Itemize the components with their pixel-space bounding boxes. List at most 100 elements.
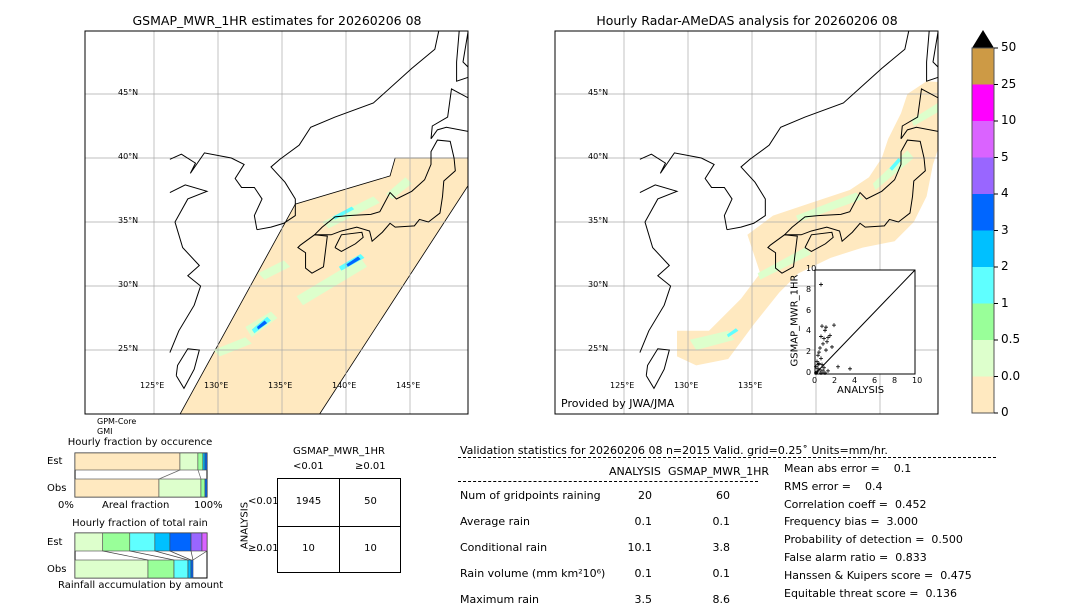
stat-label: Num of gridpoints raining [460,489,601,502]
score-line: Hanssen & Kuipers score = 0.475 [784,568,972,582]
y-tick-label: 4 [806,326,812,336]
lon-label: 130°E [204,381,229,390]
rain-area [889,158,901,171]
rain-area [386,177,412,199]
coastline [169,152,263,230]
credit-label: Provided by JWA/JMA [561,397,675,410]
scatter-point [823,370,827,375]
y-tick-label: 6 [806,305,812,315]
coastline [645,348,670,390]
contingency-table: 1945 50 10 10 [277,478,401,573]
scatter-point [819,370,823,375]
colorbar-tick-label: 25 [1001,76,1017,91]
radar-coverage [677,81,938,366]
total-rain-bar-segment [147,559,175,579]
scatter-point [832,323,836,328]
total-rain-title: Hourly fraction of total rain [72,518,208,529]
stat-gsmap-value: 3.8 [712,541,731,554]
x-tick-label: 4 [852,376,858,385]
rain-area [322,196,380,229]
colorbar-tick-label: 0.0 [1001,368,1021,383]
left-map-title: GSMAP_MWR_1HR estimates for 20260206 08 [132,13,422,28]
rain-area [796,192,863,222]
colorbar-tick-label: 5 [1001,149,1009,164]
lon-label: 135°E [738,381,763,390]
lon-label: 145°E [396,381,421,390]
colorbar-tick-label: 3 [1001,222,1009,237]
lat-label: 45°N [588,88,609,97]
coastline [784,139,926,243]
colorbar-tick-label: 1 [1001,295,1009,310]
occurrence-bar-segment [200,478,206,498]
rain-area [296,257,367,306]
row-label: ≥0.01 [248,543,279,554]
stat-gsmap-value: 8.6 [712,593,731,606]
lat-label: 40°N [118,152,139,161]
scatter-xlabel: ANALYSIS [837,385,885,396]
stat-gsmap-value: 0.1 [712,515,731,528]
stat-label: Average rain [460,515,530,528]
connector-line [197,469,202,480]
lat-label: 45°N [118,88,139,97]
scatter-point [818,346,822,350]
cell: 10 [302,543,315,554]
stat-analysis-value: 0.1 [634,515,653,528]
scatter-ylabel: GSMAP_MWR_1HR [789,274,801,367]
total-rain-bar-segment [187,559,192,579]
cell: 10 [364,543,377,554]
row-label-obs: Obs [47,483,67,494]
rain-area [689,330,735,350]
total-rain-bar-segment [201,532,208,552]
lat-label: 35°N [588,216,609,225]
col-label: <0.01 [293,461,324,472]
colorbar-tick-label: 10 [1001,113,1017,127]
total-rain-bar-segment [169,532,192,552]
rain-area [757,247,812,280]
scatter-point [820,362,824,367]
colorbar-tick-label: 2 [1001,259,1009,273]
cell: 1945 [295,496,322,507]
occurrence-bar-segment [158,478,202,498]
stat-label: Maximum rain [460,593,539,606]
scatter-point [848,366,852,371]
occurrence-bar-segment [204,452,208,471]
sensor-label: GMI [97,427,113,436]
x-tick-label: 6 [872,376,878,385]
scatter-point [828,333,832,338]
total-rain-bar-segment [190,532,203,552]
row-label-obs: Obs [47,564,67,575]
right-map-title: Hourly Radar-AMeDAS analysis for 2026020… [596,13,898,28]
lat-label: 25°N [588,344,609,353]
coastline [175,348,200,390]
colorbar-segment [972,194,994,231]
occurrence-bar-segment [204,478,208,498]
scatter-point [816,353,820,358]
map-frame [554,30,939,415]
col-label: ≥0.01 [355,461,386,472]
scatter-point [814,364,818,369]
colorbar-segment [972,230,994,267]
lon-label: 130°E [674,381,699,390]
occurrence-title: Hourly fraction by occurence [67,437,213,448]
colorbar-tick-label: 0.5 [1001,332,1021,346]
stat-label: Rain volume (mm km²10⁶) [460,567,606,580]
rain-area [872,150,914,190]
row-label: <0.01 [248,496,279,507]
x-left-label: 0% [58,500,74,511]
scatter-point [819,334,823,339]
colorbar-segment [972,84,994,121]
scatter-point [826,368,830,373]
x-tick-label: 2 [832,376,838,385]
score-line: Equitable threat score = 0.136 [784,586,957,600]
left-map [84,30,469,415]
total-rain-bar-segment [190,559,194,579]
scatter-point [815,359,819,364]
scatter-point [821,341,825,346]
x-axis-label: Rainfall accumulation by amount [58,580,224,591]
colorbar-tick-label: 4 [1001,186,1009,200]
stat-analysis-value: 20 [638,489,652,502]
scatter-point [814,370,818,375]
colorbar-tick-label: 50 [1001,40,1017,54]
colorbar-tick-label: 0 [1001,405,1009,419]
